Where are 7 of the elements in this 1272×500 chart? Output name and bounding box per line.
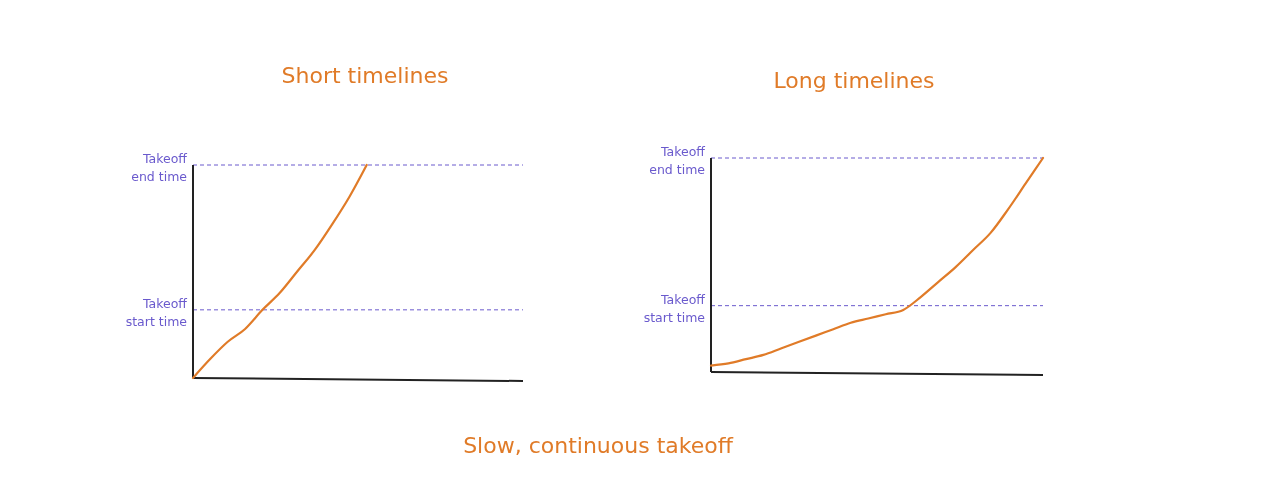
ref-line-label: Takeoff start time [125, 295, 188, 329]
ref-line-label: Takeoff end time [131, 151, 188, 184]
text: Slow, continuous takeoff [463, 433, 734, 458]
ref-line-label: Takeoff start time [643, 291, 706, 325]
ref-line-label: Takeoff end time [649, 144, 706, 177]
chart-title: Long timelines [773, 68, 935, 93]
chart-title: Short timelines [281, 63, 449, 88]
